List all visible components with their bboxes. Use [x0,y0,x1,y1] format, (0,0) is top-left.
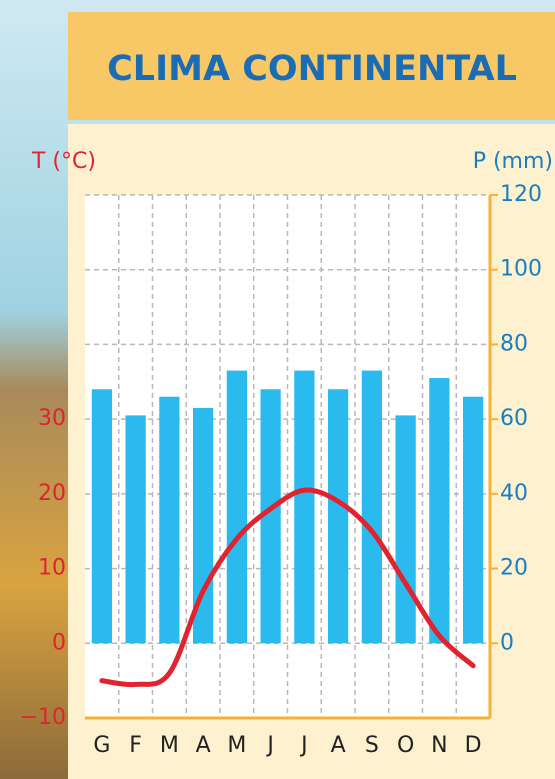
y2-tick-label: 80 [500,331,528,356]
chart: CLIMA CONTINENTAL T (°C) P (mm) 0 20 40 60 8… [0,0,555,779]
y2-tick-label: 60 [500,406,528,431]
x-tick-label: M [160,733,179,758]
bar [227,371,247,644]
bar [396,415,416,643]
x-tick-label: J [265,733,274,758]
y-tick-label: 10 [38,556,66,581]
y-tick-label: −10 [20,705,66,730]
bar [159,397,179,644]
bar [362,371,382,644]
bar [294,371,314,644]
y-tick-label: 0 [52,630,66,655]
page: CLIMA CONTINENTAL T (°C) P (mm) 0 20 40 60 8… [0,0,555,779]
y2-tick-label: 0 [500,630,514,655]
x-tick-label: A [196,733,211,758]
y2-tick-label: 40 [500,481,528,506]
bar [463,397,483,644]
x-tick-label: M [227,733,246,758]
x-tick-label: O [397,733,414,758]
x-tick-label: G [93,733,110,758]
x-tick-label: A [331,733,346,758]
x-tick-label: D [465,733,482,758]
y2-tick-label: 120 [500,182,542,207]
y2-tick-label: 20 [500,556,528,581]
x-tick-label: J [299,733,308,758]
y2-tick-label: 100 [500,257,542,282]
bar [328,389,348,643]
x-tick-label: F [129,733,142,758]
bar [126,415,146,643]
y-tick-label: 30 [38,406,66,431]
x-tick-label: N [431,733,447,758]
y2-axis-label: P (mm) [473,149,553,174]
y-axis-label: T (°C) [31,149,96,174]
bar [92,389,112,643]
y-tick-label: 20 [38,481,66,506]
chart-title: CLIMA CONTINENTAL [107,49,517,89]
bar [429,378,449,643]
x-tick-label: S [365,733,379,758]
